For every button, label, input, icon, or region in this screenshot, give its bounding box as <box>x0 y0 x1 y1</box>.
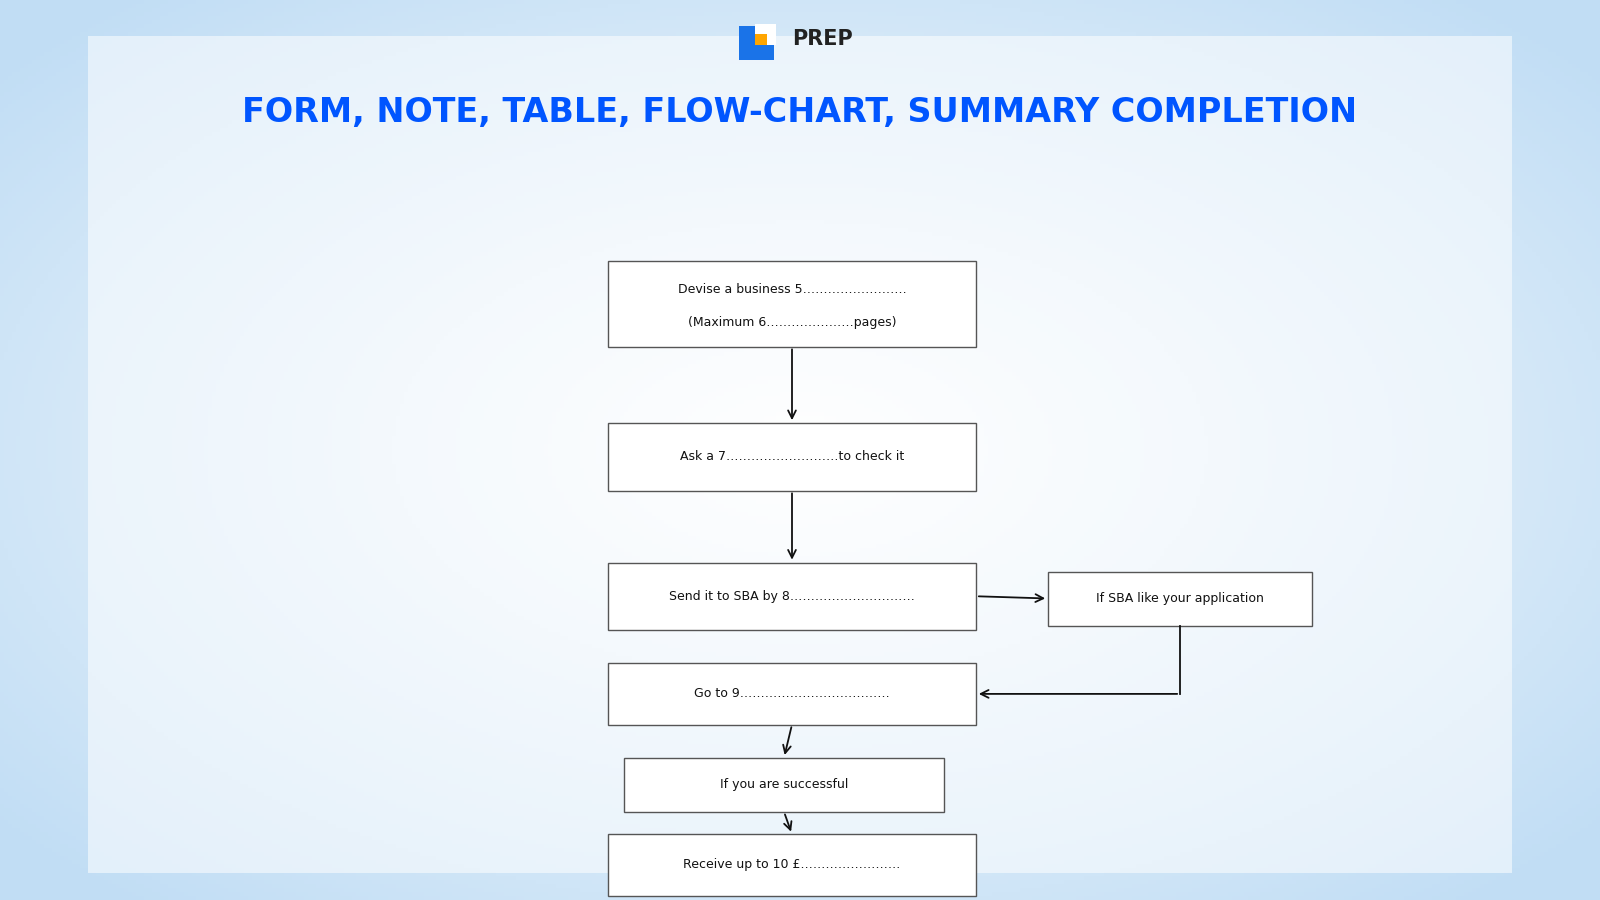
Text: Go to 9………………………………: Go to 9……………………………… <box>694 688 890 700</box>
FancyBboxPatch shape <box>608 663 976 724</box>
Text: Send it to SBA by 8…………………………: Send it to SBA by 8………………………… <box>669 590 915 603</box>
FancyBboxPatch shape <box>624 758 944 812</box>
FancyBboxPatch shape <box>755 24 776 45</box>
FancyBboxPatch shape <box>88 36 1512 873</box>
Text: Receive up to 10 £……………………: Receive up to 10 £…………………… <box>683 859 901 871</box>
Text: PREP: PREP <box>792 29 853 49</box>
Text: Devise a business 5…………………….: Devise a business 5……………………. <box>678 283 906 296</box>
Text: FORM, NOTE, TABLE, FLOW-CHART, SUMMARY COMPLETION: FORM, NOTE, TABLE, FLOW-CHART, SUMMARY C… <box>243 96 1357 129</box>
Text: Ask a 7………………………to check it: Ask a 7………………………to check it <box>680 450 904 464</box>
Text: If SBA like your application: If SBA like your application <box>1096 592 1264 605</box>
FancyBboxPatch shape <box>739 26 774 60</box>
Text: (Maximum 6…………………pages): (Maximum 6…………………pages) <box>688 316 896 329</box>
FancyBboxPatch shape <box>608 261 976 346</box>
Text: If you are successful: If you are successful <box>720 778 848 791</box>
FancyBboxPatch shape <box>608 562 976 630</box>
FancyBboxPatch shape <box>755 34 768 45</box>
FancyBboxPatch shape <box>608 423 976 491</box>
FancyBboxPatch shape <box>608 834 976 896</box>
FancyBboxPatch shape <box>1048 572 1312 626</box>
